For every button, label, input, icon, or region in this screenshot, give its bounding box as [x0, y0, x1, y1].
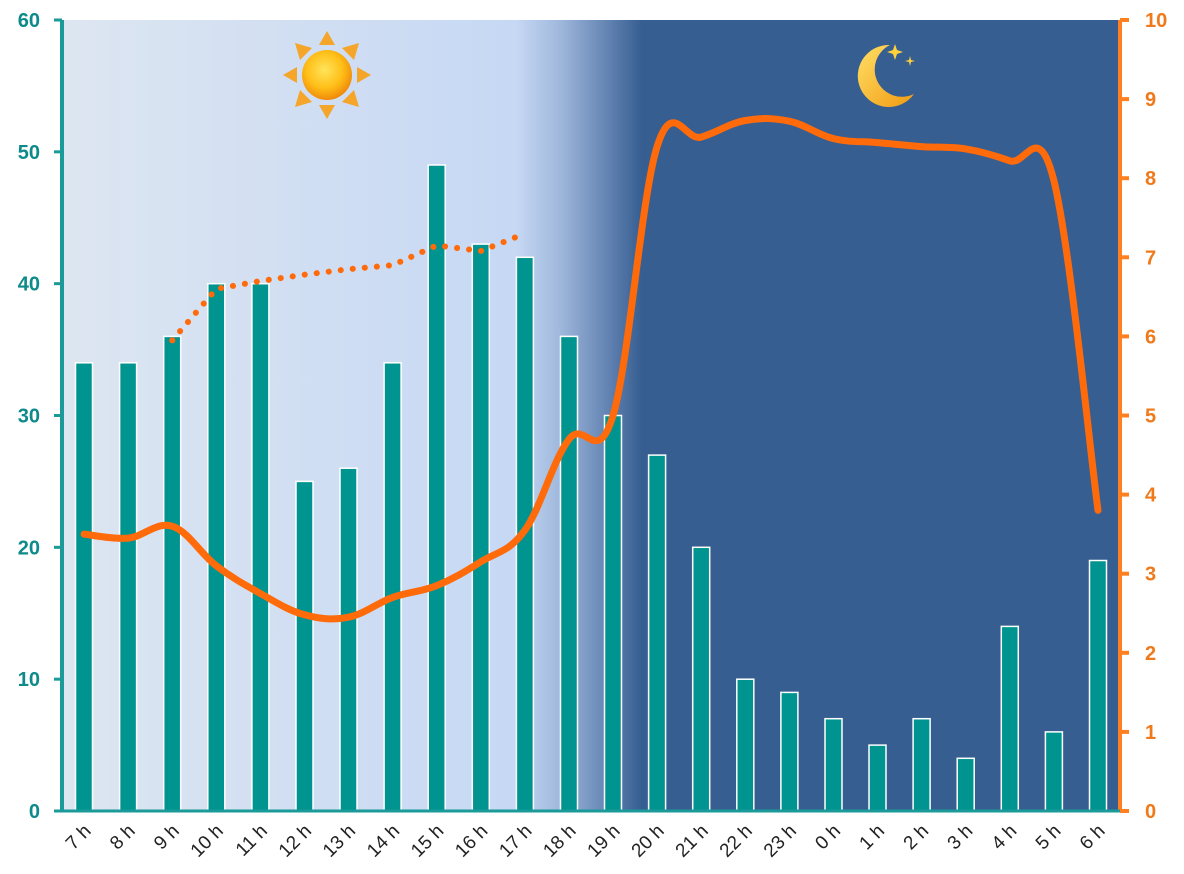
left-tick-label: 30	[18, 406, 40, 428]
bar-4	[251, 282, 270, 812]
right-tick-label: 0	[1145, 801, 1156, 823]
x-tick-label: 2 h	[900, 821, 934, 855]
left-tick-label: 40	[18, 274, 40, 296]
right-tick-label: 10	[1145, 10, 1167, 32]
bar-15	[736, 678, 755, 812]
x-tick-label: 8 h	[106, 821, 140, 855]
x-tick-label: 10 h	[187, 821, 228, 862]
x-tick-label: 22 h	[716, 821, 757, 862]
left-axis-ticks: 0 10 20 30 40 50 60	[18, 10, 62, 823]
bar-5	[295, 480, 314, 812]
left-tick-label: 10	[18, 669, 40, 691]
line-series	[80, 115, 1102, 623]
left-tick-label: 20	[18, 537, 40, 559]
x-tick-label: 0 h	[811, 821, 845, 855]
right-tick-label: 6	[1145, 326, 1156, 348]
line-series-path	[80, 115, 1102, 623]
sun-icon	[283, 31, 371, 119]
bar-16	[780, 691, 799, 812]
bar-13	[647, 454, 667, 812]
bar-19	[912, 717, 931, 812]
x-tick-label: 7 h	[62, 821, 96, 855]
x-tick-label: 1 h	[856, 821, 890, 855]
bar-14	[691, 546, 711, 812]
x-tick-label: 19 h	[584, 821, 625, 862]
left-tick-label: 60	[18, 10, 40, 32]
x-tick-label: 4 h	[988, 821, 1022, 855]
x-tick-label: 18 h	[539, 821, 580, 862]
x-tick-label: 6 h	[1076, 821, 1110, 855]
bar-8	[427, 164, 446, 812]
bar-17	[824, 717, 843, 812]
transition-background	[516, 20, 642, 811]
bar-21	[1000, 625, 1020, 812]
left-tick-label: 50	[18, 142, 40, 164]
moon-stars-icon	[857, 44, 915, 107]
x-tick-label: 17 h	[495, 821, 536, 862]
x-tick-label: 16 h	[451, 821, 492, 862]
x-tick-label: 15 h	[407, 821, 448, 862]
x-tick-label: 21 h	[672, 821, 713, 862]
bar-1	[118, 362, 138, 812]
x-tick-label: 3 h	[944, 821, 978, 855]
right-tick-label: 2	[1145, 643, 1156, 665]
x-tick-label: 13 h	[319, 821, 360, 862]
bar-7	[383, 362, 402, 812]
right-tick-label: 5	[1145, 406, 1156, 428]
night-background	[641, 20, 1120, 811]
right-tick-label: 7	[1145, 247, 1156, 269]
x-axis-ticks: 7 h 8 h 9 h 10 h 11 h 12 h 13 h 14 h 15 h 16 h 17 …	[62, 821, 1109, 862]
x-tick-label: 20 h	[628, 821, 669, 862]
right-axis-ticks: 0 1 2 3 4 5 6 7 8 9 10	[1120, 10, 1167, 823]
bar-18	[868, 744, 887, 812]
bar-12	[603, 414, 623, 812]
x-tick-label: 14 h	[363, 821, 404, 862]
bar-20	[956, 757, 975, 812]
x-tick-label: 11 h	[232, 821, 272, 861]
right-tick-label: 4	[1145, 485, 1157, 507]
bar-series	[74, 164, 1108, 812]
x-tick-label: 5 h	[1032, 821, 1066, 855]
right-tick-label: 3	[1145, 564, 1156, 586]
x-tick-label: 12 h	[275, 821, 316, 862]
left-tick-label: 0	[29, 801, 40, 823]
bar-2	[162, 335, 182, 812]
bar-11	[559, 335, 579, 812]
x-tick-label: 9 h	[150, 821, 184, 855]
right-tick-label: 8	[1145, 168, 1156, 190]
x-tick-label: 23 h	[760, 821, 801, 862]
bar-9	[471, 243, 491, 812]
bar-22	[1044, 731, 1064, 812]
bar-6	[339, 467, 358, 812]
bar-0	[74, 362, 94, 812]
right-tick-label: 1	[1145, 722, 1156, 744]
dotted-line-series-path	[169, 230, 528, 344]
bar-23	[1088, 559, 1108, 812]
bar-3	[207, 282, 226, 812]
right-tick-label: 9	[1145, 89, 1156, 111]
